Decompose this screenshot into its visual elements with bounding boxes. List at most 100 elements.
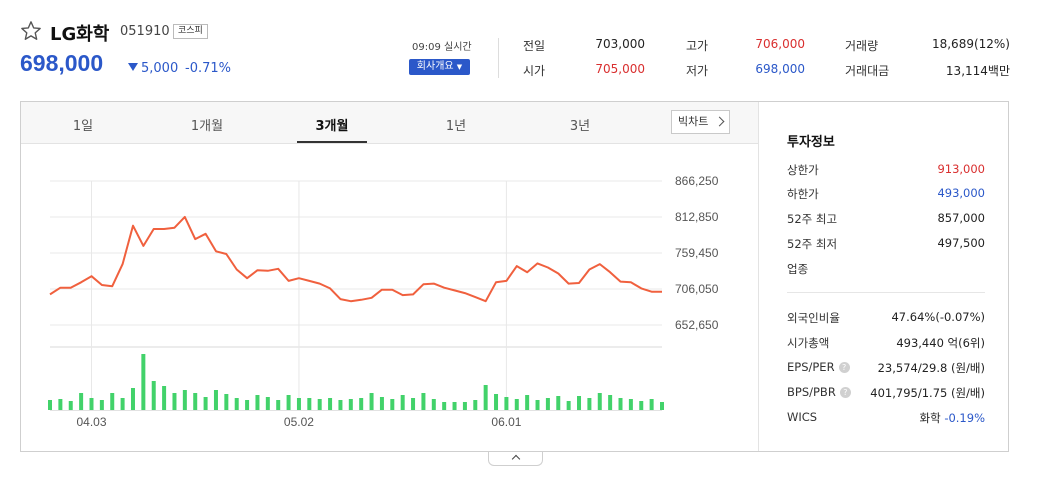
bigchart-label: 빅차트 xyxy=(678,115,709,128)
price-chart: 866,250 812,850 759,450 706,050 652,650 04.0… xyxy=(48,174,719,429)
quote-label-prev: 전일 xyxy=(523,39,546,53)
quote-label-low: 저가 xyxy=(686,64,709,78)
volume-bar xyxy=(48,400,52,410)
caret-down-icon: ▼ xyxy=(456,63,463,71)
volume-bar xyxy=(255,395,260,410)
company-overview-label: 회사개요 xyxy=(416,61,454,72)
quote-value-high: 706,000 xyxy=(755,37,805,51)
info-row-52w-low: 52주 최저 497,500 xyxy=(787,236,985,252)
collapse-toggle[interactable] xyxy=(488,452,543,466)
volume-bar xyxy=(379,397,384,410)
price-change: 5,000 xyxy=(128,61,178,76)
y-tick-label: 759,450 xyxy=(675,246,719,260)
info-row-sector: 업종 xyxy=(787,261,985,277)
volume-bar xyxy=(203,397,208,410)
wics-sector[interactable]: 화학 xyxy=(919,411,941,425)
volume-bar xyxy=(182,390,187,410)
price-change-value: 5,000 xyxy=(141,61,179,76)
volume-bar xyxy=(58,399,63,410)
down-arrow-icon xyxy=(128,63,138,71)
help-icon[interactable]: ? xyxy=(839,387,851,398)
chevron-up-icon xyxy=(511,454,521,464)
star-outline-icon[interactable] xyxy=(20,20,42,42)
y-tick-label: 706,050 xyxy=(675,282,719,296)
foreign-ratio-value: 47.64% xyxy=(891,310,936,324)
volume-bar xyxy=(369,393,374,410)
info-row-lower-limit: 하한가 493,000 xyxy=(787,186,985,202)
chart-panel: 1일 1개월 3개월 1년 3년 빅차트 866,250 812,850 759,4… xyxy=(20,101,1009,452)
y-tick-label: 812,850 xyxy=(675,210,719,224)
volume-bar xyxy=(597,393,602,410)
volume-bar xyxy=(514,399,519,410)
info-value: 화학 -0.19% xyxy=(919,410,985,426)
quote-value-open: 705,000 xyxy=(595,62,645,76)
volume-bar xyxy=(545,398,550,410)
volume-bar xyxy=(151,381,156,410)
volume-bar xyxy=(286,395,291,410)
volume-bar xyxy=(338,400,343,410)
chart-area: 1일 1개월 3개월 1년 3년 빅차트 866,250 812,850 759,4… xyxy=(21,102,758,451)
info-row-market-cap: 시가총액 493,440 억(6위) xyxy=(787,335,985,351)
info-row-upper-limit: 상한가 913,000 xyxy=(787,162,985,178)
tab-1m[interactable]: 1개월 xyxy=(190,119,224,134)
volume-bar xyxy=(660,402,664,410)
info-label: 외국인비율 xyxy=(787,311,840,325)
x-axis-labels: 04.03 05.02 06.01 xyxy=(76,415,521,429)
volume-bar xyxy=(494,394,499,410)
price-change-rate: -0.71% xyxy=(185,61,231,76)
info-value: 497,500 xyxy=(937,236,985,250)
market-badge: 코스피 xyxy=(173,24,208,39)
realtime-label: 09:09 실시간 xyxy=(412,42,472,53)
volume-bar xyxy=(535,400,540,410)
volume-bar xyxy=(234,398,239,410)
foreign-ratio-change: (-0.07%) xyxy=(935,310,985,324)
quote-label-open: 시가 xyxy=(523,64,546,78)
tab-3y[interactable]: 3년 xyxy=(569,119,591,134)
investment-title: 투자정보 xyxy=(787,135,835,150)
help-icon[interactable]: ? xyxy=(838,362,850,373)
volume-bar xyxy=(483,385,488,410)
info-label: 하한가 xyxy=(787,187,819,201)
volume-bar xyxy=(628,399,633,410)
info-row-bps-pbr: BPS/PBR? 401,795/1.75 (원/배) xyxy=(787,385,985,401)
tab-1d[interactable]: 1일 xyxy=(72,119,94,134)
active-tab-indicator xyxy=(297,141,367,143)
stock-code: 051910 xyxy=(120,24,170,39)
volume-bar xyxy=(213,390,218,410)
volume-bar xyxy=(276,400,281,410)
y-tick-label: 652,650 xyxy=(675,318,719,332)
chart-grid xyxy=(50,180,662,411)
volume-bar xyxy=(79,393,84,410)
volume-bar xyxy=(400,395,405,410)
y-axis-labels: 866,250 812,850 759,450 706,050 652,650 xyxy=(675,174,719,332)
volume-bar xyxy=(421,393,426,410)
price-line xyxy=(49,215,662,303)
bigchart-button[interactable]: 빅차트 xyxy=(671,110,730,134)
info-label: 업종 xyxy=(787,262,809,276)
volume-bar xyxy=(99,400,104,410)
volume-bar xyxy=(130,388,135,410)
info-value: 47.64%(-0.07%) xyxy=(891,310,985,324)
info-label: 시가총액 xyxy=(787,336,830,350)
stock-name: LG화학 xyxy=(50,24,110,45)
volume-bar xyxy=(390,399,395,410)
tab-1y[interactable]: 1년 xyxy=(445,119,467,134)
volume-bar xyxy=(639,401,644,410)
volume-bar xyxy=(473,400,478,410)
volume-bar xyxy=(172,393,177,410)
info-label: 52주 최저 xyxy=(787,237,838,251)
volume-bar xyxy=(120,398,125,410)
quote-label-volume: 거래량 xyxy=(845,39,879,53)
volume-bar xyxy=(359,398,364,410)
volume-bar xyxy=(265,397,270,410)
volume-bar xyxy=(587,398,592,410)
tab-3m[interactable]: 3개월 xyxy=(315,119,349,134)
volume-bar xyxy=(525,395,530,410)
x-tick-label: 06.01 xyxy=(491,415,521,429)
info-label: EPS/PER? xyxy=(787,360,850,374)
volume-bars xyxy=(48,354,664,410)
company-overview-button[interactable]: 회사개요 ▼ xyxy=(409,59,470,75)
quote-value-volume: 18,689(12%) xyxy=(931,37,1010,51)
volume-bar xyxy=(442,402,447,410)
info-row-wics: WICS 화학 -0.19% xyxy=(787,410,985,426)
